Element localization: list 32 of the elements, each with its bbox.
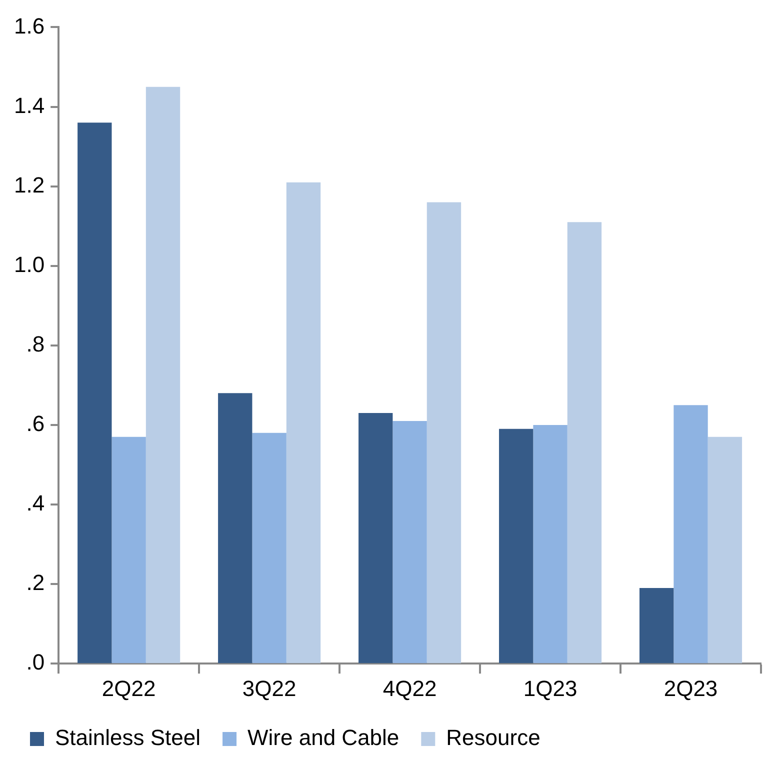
- bar: [392, 420, 427, 664]
- bar: [533, 424, 568, 664]
- bar: [252, 432, 286, 664]
- bar: [674, 405, 708, 664]
- y-tick-label: 1.6: [14, 13, 45, 38]
- y-tick-label: .2: [26, 570, 45, 596]
- bar: [639, 588, 674, 664]
- y-tick-label: .4: [26, 490, 45, 516]
- legend-label: Wire and Cable: [248, 725, 400, 750]
- bar: [286, 182, 321, 664]
- legend-label: Stainless Steel: [55, 725, 201, 750]
- x-tick-label: 1Q23: [523, 676, 578, 701]
- legend-label: Resource: [446, 725, 540, 750]
- bar: [426, 202, 462, 664]
- bar: [499, 428, 534, 664]
- x-tick-label: 2Q23: [664, 676, 718, 701]
- y-tick-label: .6: [26, 411, 45, 436]
- bar: [78, 122, 112, 664]
- y-tick-label: 1.2: [14, 172, 45, 198]
- y-tick-label: 1.4: [14, 92, 45, 118]
- bar: [218, 393, 252, 664]
- x-tick-label: 2Q22: [102, 676, 156, 701]
- bar: [567, 222, 602, 664]
- y-tick-label: .8: [26, 331, 45, 356]
- bar: [112, 436, 146, 664]
- x-tick-label: 3Q22: [242, 676, 296, 701]
- y-tick-label: 1.0: [14, 252, 45, 277]
- bar: [708, 436, 742, 664]
- y-tick-label: .0: [26, 650, 45, 675]
- bar: [358, 413, 393, 664]
- bar: [146, 86, 180, 664]
- x-tick-label: 4Q22: [382, 676, 437, 701]
